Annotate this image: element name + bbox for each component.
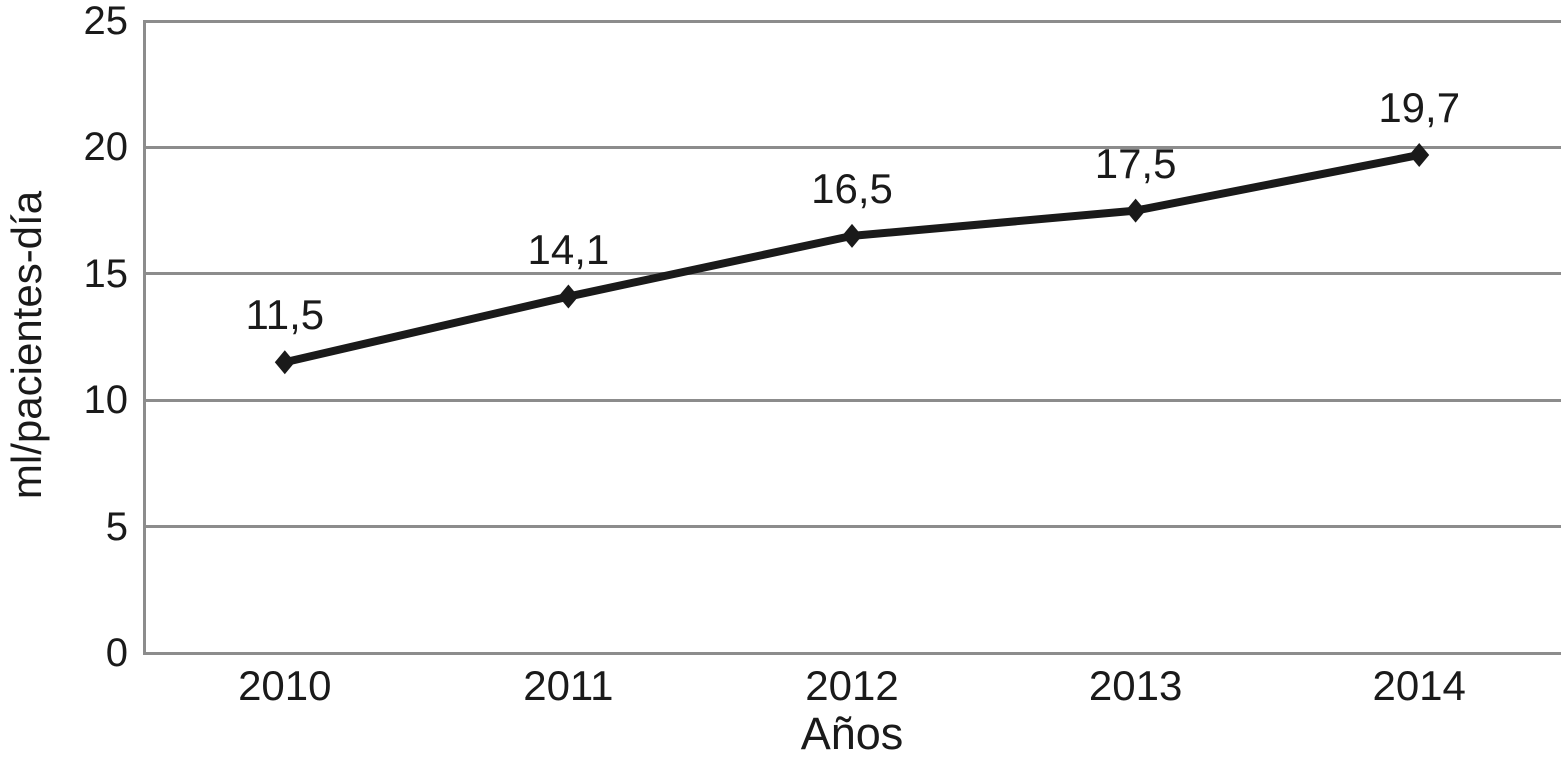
x-axis-title: Años xyxy=(800,708,904,759)
data-point-label: 19,7 xyxy=(1378,83,1461,131)
y-tick-label: 10 xyxy=(83,378,129,423)
y-tick-label: 25 xyxy=(83,0,129,43)
x-tick-label: 2011 xyxy=(523,662,614,709)
y-tick-label: 20 xyxy=(83,125,129,170)
data-point-label: 16,5 xyxy=(811,164,893,212)
x-tick-label: 2010 xyxy=(238,662,332,709)
data-point-marker xyxy=(1125,198,1146,223)
x-tick-label: 2012 xyxy=(805,662,899,709)
data-point-label: 14,1 xyxy=(527,225,610,273)
data-point-marker xyxy=(1409,142,1430,167)
y-tick-label: 5 xyxy=(105,504,128,549)
data-point-label: 11,5 xyxy=(245,291,325,339)
gridline xyxy=(143,651,1561,655)
data-point-label: 17,5 xyxy=(1094,139,1177,187)
y-tick-label: 15 xyxy=(83,251,129,296)
data-point-marker xyxy=(274,350,295,375)
gridline xyxy=(143,525,1561,529)
gridline xyxy=(143,19,1561,23)
x-tick-label: 2013 xyxy=(1088,662,1183,709)
data-point-marker xyxy=(558,284,579,309)
gridline xyxy=(143,398,1561,402)
gridline xyxy=(143,145,1561,149)
gridline xyxy=(143,272,1561,276)
data-point-marker xyxy=(842,223,862,248)
y-axis-line xyxy=(143,21,146,653)
y-tick-label: 0 xyxy=(105,631,128,675)
x-tick-label: 2014 xyxy=(1372,662,1466,709)
